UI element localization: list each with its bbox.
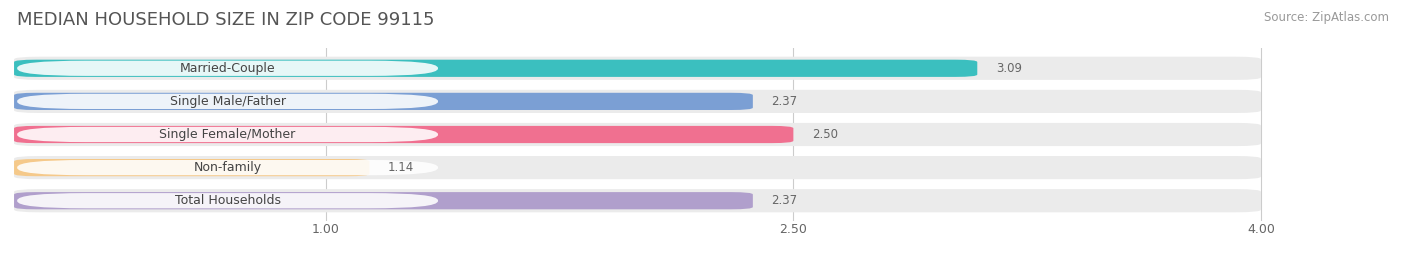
Text: Married-Couple: Married-Couple xyxy=(180,62,276,75)
FancyBboxPatch shape xyxy=(14,156,1261,179)
Text: MEDIAN HOUSEHOLD SIZE IN ZIP CODE 99115: MEDIAN HOUSEHOLD SIZE IN ZIP CODE 99115 xyxy=(17,11,434,29)
FancyBboxPatch shape xyxy=(14,189,1261,212)
FancyBboxPatch shape xyxy=(14,57,1261,80)
FancyBboxPatch shape xyxy=(17,61,439,76)
FancyBboxPatch shape xyxy=(14,123,1261,146)
Text: Non-family: Non-family xyxy=(194,161,262,174)
Text: 2.50: 2.50 xyxy=(813,128,838,141)
FancyBboxPatch shape xyxy=(14,60,977,77)
Text: 2.37: 2.37 xyxy=(772,194,797,207)
Text: 1.14: 1.14 xyxy=(388,161,415,174)
FancyBboxPatch shape xyxy=(14,90,1261,113)
FancyBboxPatch shape xyxy=(17,127,439,142)
FancyBboxPatch shape xyxy=(14,126,793,143)
Text: 2.37: 2.37 xyxy=(772,95,797,108)
Text: Single Male/Father: Single Male/Father xyxy=(170,95,285,108)
FancyBboxPatch shape xyxy=(17,94,439,109)
Text: Single Female/Mother: Single Female/Mother xyxy=(159,128,295,141)
FancyBboxPatch shape xyxy=(17,193,439,208)
Text: Source: ZipAtlas.com: Source: ZipAtlas.com xyxy=(1264,11,1389,24)
Text: 3.09: 3.09 xyxy=(995,62,1022,75)
FancyBboxPatch shape xyxy=(17,160,439,175)
Text: Total Households: Total Households xyxy=(174,194,281,207)
FancyBboxPatch shape xyxy=(14,192,752,209)
FancyBboxPatch shape xyxy=(14,93,752,110)
FancyBboxPatch shape xyxy=(14,159,370,176)
